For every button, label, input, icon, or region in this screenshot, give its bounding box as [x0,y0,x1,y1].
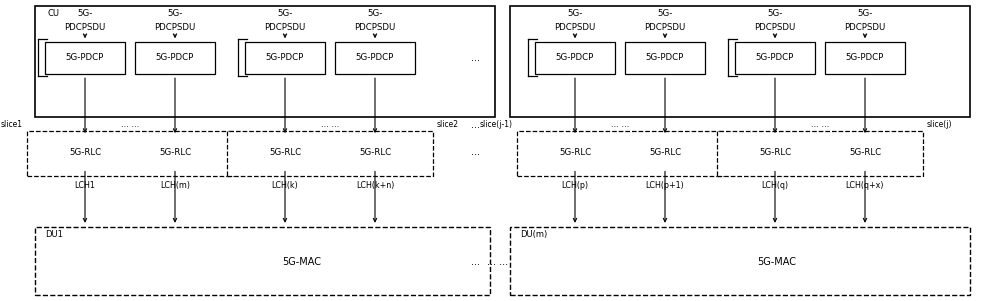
Text: 5G-: 5G- [277,9,293,18]
FancyBboxPatch shape [45,42,125,74]
FancyBboxPatch shape [27,131,233,176]
Text: ... ...: ... ... [487,257,508,267]
Text: 5G-RLC: 5G-RLC [759,147,791,157]
Text: LCH(q+x): LCH(q+x) [846,181,884,190]
FancyBboxPatch shape [245,137,325,167]
Text: ... ...: ... ... [611,120,629,129]
Text: slice2: slice2 [437,120,459,129]
FancyBboxPatch shape [45,137,125,167]
Text: PDCPSDU: PDCPSDU [354,23,396,32]
Text: PDCPSDU: PDCPSDU [64,23,106,32]
FancyBboxPatch shape [510,227,970,295]
Text: LCH(p): LCH(p) [561,181,589,190]
FancyBboxPatch shape [535,42,615,74]
FancyBboxPatch shape [735,42,815,74]
FancyBboxPatch shape [35,6,495,117]
Text: 5G-PDCP: 5G-PDCP [356,54,394,62]
Text: LCH(m): LCH(m) [160,181,190,190]
Text: PDCPSDU: PDCPSDU [844,23,886,32]
Text: slice1: slice1 [1,120,23,129]
Text: 5G-: 5G- [77,9,93,18]
Text: ...: ... [471,53,480,63]
Text: 5G-RLC: 5G-RLC [269,147,301,157]
FancyBboxPatch shape [510,6,970,117]
Text: 5G-RLC: 5G-RLC [359,147,391,157]
Text: PDCPSDU: PDCPSDU [264,23,306,32]
Text: 5G-RLC: 5G-RLC [559,147,591,157]
Text: LCH(q): LCH(q) [761,181,789,190]
Text: 5G-RLC: 5G-RLC [849,147,881,157]
Text: 5G-PDCP: 5G-PDCP [156,54,194,62]
FancyBboxPatch shape [335,137,415,167]
FancyBboxPatch shape [825,42,905,74]
Text: 5G-: 5G- [767,9,783,18]
FancyBboxPatch shape [227,131,433,176]
FancyBboxPatch shape [335,42,415,74]
Text: 5G-RLC: 5G-RLC [159,147,191,157]
FancyBboxPatch shape [735,137,815,167]
Text: LCH(p+1): LCH(p+1) [646,181,684,190]
FancyBboxPatch shape [35,227,490,295]
Text: DU1: DU1 [45,230,63,239]
Text: slice(j): slice(j) [927,120,952,129]
Text: 5G-MAC: 5G-MAC [757,257,796,267]
Text: PDCPSDU: PDCPSDU [754,23,796,32]
Text: PDCPSDU: PDCPSDU [154,23,196,32]
Text: 5G-PDCP: 5G-PDCP [756,54,794,62]
Text: 5G-: 5G- [657,9,673,18]
Text: 5G-RLC: 5G-RLC [649,147,681,157]
Text: 5G-PDCP: 5G-PDCP [846,54,884,62]
FancyBboxPatch shape [625,137,705,167]
Text: slice(j-1): slice(j-1) [480,120,513,129]
FancyBboxPatch shape [825,137,905,167]
Text: CU: CU [47,9,59,18]
Text: ...: ... [471,147,480,157]
Text: ...: ... [471,257,480,267]
Text: 5G-RLC: 5G-RLC [69,147,101,157]
Text: ... ...: ... ... [811,120,829,129]
Text: DU(m): DU(m) [520,230,547,239]
Text: 5G-: 5G- [167,9,183,18]
FancyBboxPatch shape [717,131,923,176]
Text: 5G-: 5G- [567,9,583,18]
FancyBboxPatch shape [135,42,215,74]
FancyBboxPatch shape [517,131,723,176]
FancyBboxPatch shape [625,42,705,74]
Text: ...: ... [471,120,480,130]
Text: 5G-PDCP: 5G-PDCP [66,54,104,62]
FancyBboxPatch shape [245,42,325,74]
Text: 5G-PDCP: 5G-PDCP [646,54,684,62]
FancyBboxPatch shape [135,137,215,167]
Text: 5G-PDCP: 5G-PDCP [556,54,594,62]
Text: LCH(k): LCH(k) [272,181,298,190]
Text: ... ...: ... ... [321,120,339,129]
Text: 5G-MAC: 5G-MAC [282,257,321,267]
Text: 5G-: 5G- [367,9,383,18]
Text: 5G-PDCP: 5G-PDCP [266,54,304,62]
Text: PDCPSDU: PDCPSDU [554,23,596,32]
Text: LCH1: LCH1 [75,181,95,190]
Text: 5G-: 5G- [857,9,873,18]
FancyBboxPatch shape [535,137,615,167]
Text: LCH(k+n): LCH(k+n) [356,181,394,190]
Text: ... ...: ... ... [121,120,139,129]
Text: PDCPSDU: PDCPSDU [644,23,686,32]
